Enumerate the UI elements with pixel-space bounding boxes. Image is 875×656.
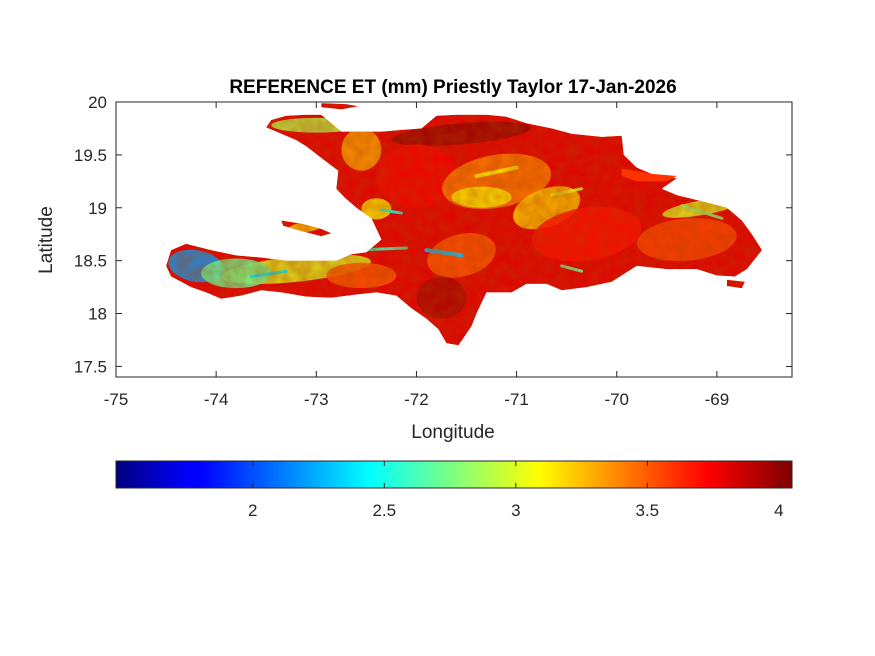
chart-title: REFERENCE ET (mm) Priestly Taylor 17-Jan… — [229, 77, 676, 98]
colorbar — [115, 460, 793, 489]
x-tick-label: -72 — [404, 390, 429, 409]
y-axis: 17.5 18 18.5 19 19.5 20 — [74, 93, 792, 376]
y-tick-label: 19 — [88, 199, 107, 218]
y-tick-label: 18.5 — [74, 252, 107, 271]
colorbar-tick-label: 3.5 — [636, 501, 660, 520]
x-tick-label: -75 — [104, 390, 129, 409]
x-tick-label: -71 — [504, 390, 529, 409]
y-tick-label: 19.5 — [74, 146, 107, 165]
x-tick-label: -70 — [604, 390, 629, 409]
colorbar-tick-label: 2 — [248, 501, 257, 520]
y-tick-label: 18 — [88, 305, 107, 324]
y-axis-label: Latitude — [36, 206, 57, 274]
colorbar-tick-label: 2.5 — [372, 501, 396, 520]
plot-frame — [115, 101, 793, 378]
y-tick-label: 20 — [88, 93, 107, 112]
x-axis-label: Longitude — [411, 422, 494, 443]
x-tick-label: -73 — [304, 390, 329, 409]
x-axis: -75 -74 -73 -72 -71 -70 -69 — [104, 102, 729, 409]
x-tick-label: -69 — [705, 390, 730, 409]
land-raster — [166, 103, 763, 346]
texture-overlay — [166, 103, 763, 346]
colorbar-tick-label: 3 — [511, 501, 520, 520]
colorbar-ticks: 2 2.5 3 3.5 4 — [248, 461, 784, 520]
colorbar-tick-label: 4 — [774, 501, 783, 520]
samana-peninsula — [621, 168, 677, 182]
x-tick-label: -74 — [204, 390, 229, 409]
island-heatmap — [166, 103, 763, 346]
y-tick-label: 17.5 — [74, 357, 107, 376]
